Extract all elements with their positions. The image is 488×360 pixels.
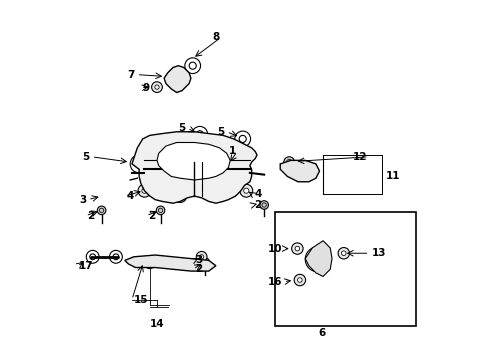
Circle shape <box>283 157 294 167</box>
Circle shape <box>294 274 305 286</box>
Text: 3: 3 <box>195 255 203 265</box>
Text: 7: 7 <box>127 69 135 80</box>
Text: 17: 17 <box>79 261 94 271</box>
Circle shape <box>224 160 235 171</box>
Circle shape <box>291 243 303 254</box>
Circle shape <box>97 206 106 215</box>
Text: 5: 5 <box>178 123 185 133</box>
Text: 14: 14 <box>149 319 164 329</box>
Circle shape <box>156 206 164 215</box>
Text: 5: 5 <box>82 152 90 162</box>
Circle shape <box>259 201 268 209</box>
Circle shape <box>297 278 302 282</box>
PathPatch shape <box>132 132 257 203</box>
Text: 2: 2 <box>194 264 202 274</box>
Circle shape <box>337 248 349 259</box>
Text: 2: 2 <box>254 200 261 210</box>
Circle shape <box>155 85 159 89</box>
Text: 2: 2 <box>148 211 155 221</box>
Polygon shape <box>305 241 331 276</box>
Text: 10: 10 <box>267 244 282 253</box>
PathPatch shape <box>157 143 230 180</box>
Circle shape <box>142 188 147 193</box>
Text: 4: 4 <box>254 189 261 199</box>
Bar <box>274 212 415 327</box>
Text: 1: 1 <box>228 147 235 157</box>
Circle shape <box>199 255 203 259</box>
Circle shape <box>294 246 299 251</box>
Text: 6: 6 <box>318 328 325 338</box>
Text: 11: 11 <box>385 171 399 181</box>
Circle shape <box>196 251 206 262</box>
Text: 4: 4 <box>126 191 134 201</box>
Text: 2: 2 <box>87 211 94 221</box>
Text: 5: 5 <box>217 127 224 137</box>
Polygon shape <box>124 255 216 271</box>
Text: 9: 9 <box>142 83 149 93</box>
Text: 12: 12 <box>352 152 366 162</box>
Circle shape <box>138 184 151 197</box>
Circle shape <box>341 251 346 256</box>
Circle shape <box>151 82 162 93</box>
Text: 15: 15 <box>134 295 148 305</box>
Circle shape <box>201 258 209 266</box>
Text: 13: 13 <box>370 248 385 258</box>
Polygon shape <box>164 66 190 93</box>
Circle shape <box>243 188 248 193</box>
Text: 16: 16 <box>267 277 282 287</box>
Text: 3: 3 <box>79 195 86 204</box>
Text: 8: 8 <box>212 32 219 42</box>
Circle shape <box>177 194 183 199</box>
Circle shape <box>173 190 186 203</box>
Polygon shape <box>280 160 319 182</box>
Circle shape <box>240 184 252 197</box>
